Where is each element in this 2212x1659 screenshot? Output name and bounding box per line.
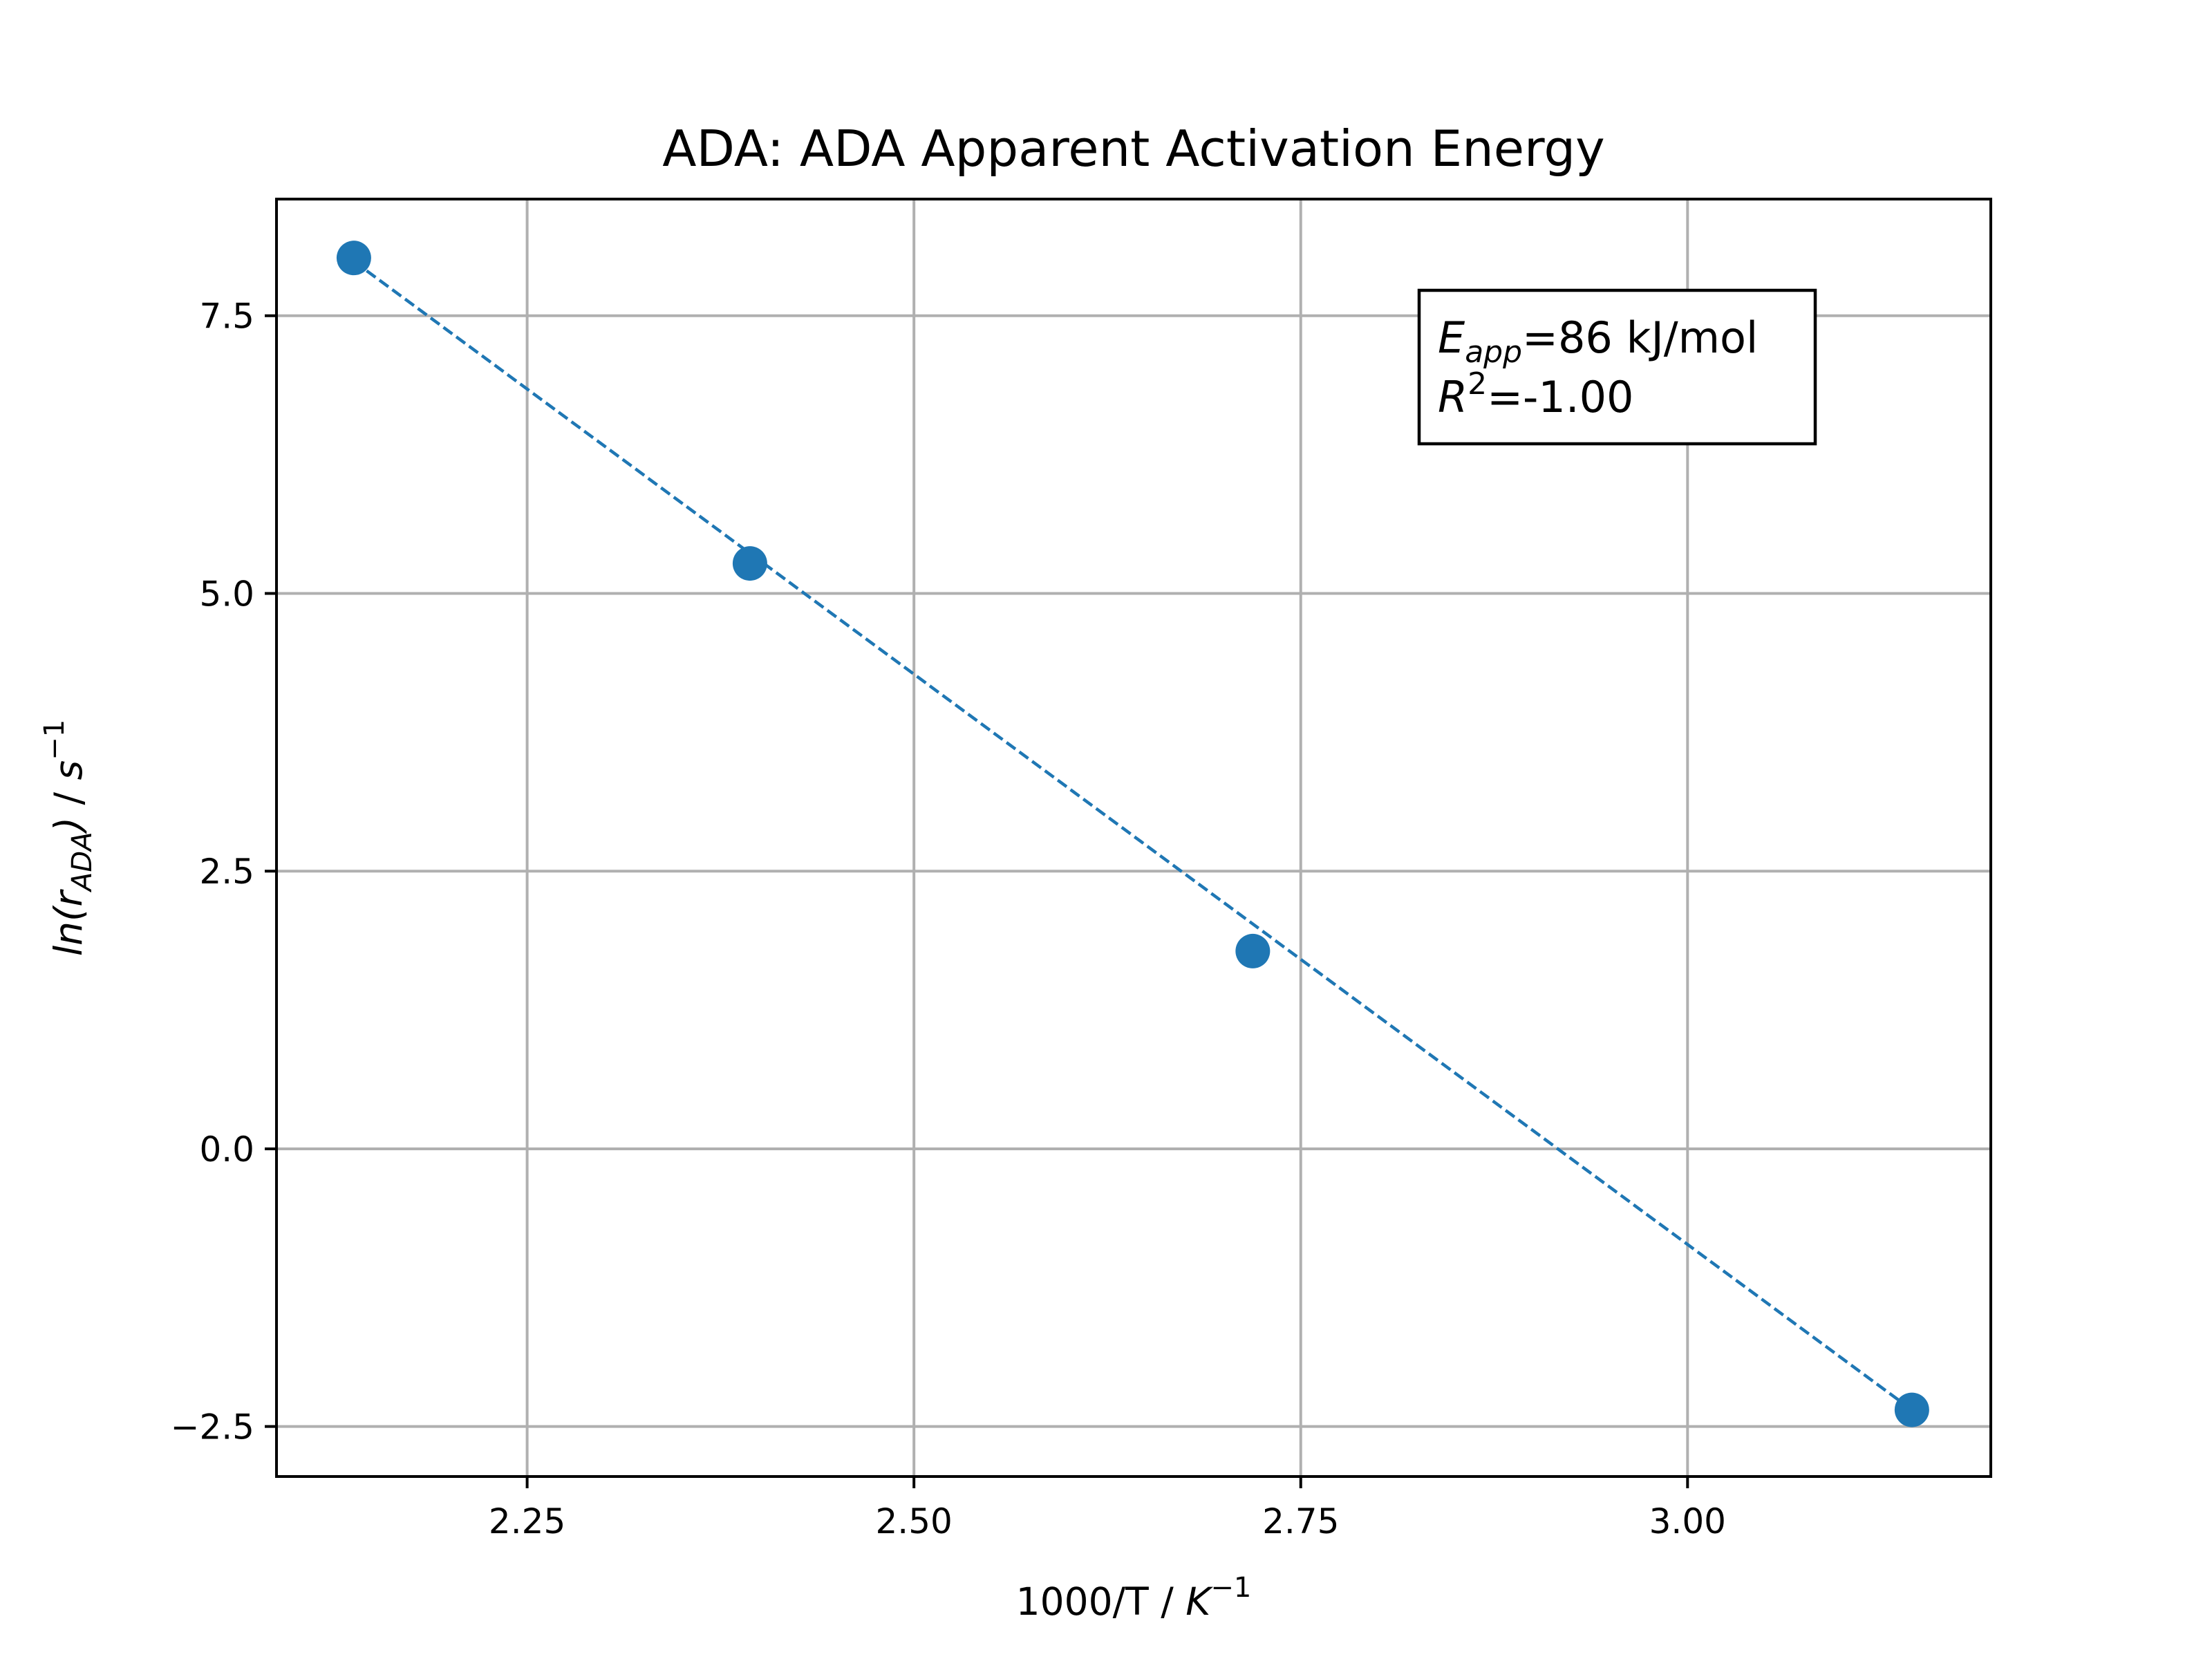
x-tick-label-0: 2.25 xyxy=(489,1501,565,1541)
data-points xyxy=(336,241,1929,1427)
y-axis-label-sub: ADA xyxy=(66,832,98,893)
y-tick-label-3: 5.0 xyxy=(199,574,254,614)
annotation-box xyxy=(1417,288,1817,446)
fit-line-layer xyxy=(353,260,1913,1412)
y-axis-label-unit: s xyxy=(46,760,91,780)
y-axis-label-mid: / xyxy=(46,780,91,817)
annotation-energy-sub: app xyxy=(1465,335,1522,370)
y-axis-ticks: −2.5 0.0 2.5 5.0 7.5 xyxy=(171,297,276,1447)
x-tick-label-1: 2.50 xyxy=(876,1501,953,1541)
y-tick-label-4: 7.5 xyxy=(199,297,254,337)
x-tick-label-3: 3.00 xyxy=(1649,1501,1726,1541)
data-point-1 xyxy=(732,546,767,581)
chart-title: ADA: ADA Apparent Activation Energy xyxy=(662,120,1604,178)
x-axis-ticks: 2.25 2.50 2.75 3.00 xyxy=(489,1477,1726,1541)
fit-line xyxy=(353,260,1913,1412)
y-axis-label: ln(rADA) / s−1 xyxy=(39,720,98,956)
x-tick-label-2: 2.75 xyxy=(1262,1501,1339,1541)
y-tick-label-0: −2.5 xyxy=(171,1407,254,1447)
y-axis-label-part1: ln( xyxy=(46,905,91,956)
x-axis-label: 1000/T / K−1 xyxy=(1016,1572,1252,1624)
annotation-r2-sup: 2 xyxy=(1468,366,1487,402)
data-point-3 xyxy=(1894,1392,1929,1427)
x-axis-label-prefix: 1000/T / xyxy=(1016,1580,1186,1624)
annotation-r2-value: =-1.00 xyxy=(1487,372,1633,422)
y-axis-label-part3: ) xyxy=(46,817,91,834)
x-axis-label-var: K xyxy=(1185,1580,1213,1624)
x-axis-label-sup: −1 xyxy=(1210,1572,1251,1604)
plot-frame xyxy=(275,198,1992,1478)
annotation-energy: Eapp=86 kJ/mol xyxy=(1438,312,1758,370)
y-axis-label-var: r xyxy=(46,889,91,907)
data-point-2 xyxy=(1235,933,1271,968)
y-axis-label-sup: −1 xyxy=(39,720,71,760)
data-point-0 xyxy=(336,241,371,276)
fit-annotation: Eapp=86 kJ/mol R2=-1.00 xyxy=(1417,288,1817,446)
annotation-r2: R2=-1.00 xyxy=(1438,366,1633,422)
annotation-r2-var: R xyxy=(1438,372,1468,422)
y-tick-label-2: 2.5 xyxy=(199,852,254,892)
y-tick-label-1: 0.0 xyxy=(199,1130,254,1170)
annotation-energy-value: =86 kJ/mol xyxy=(1522,312,1758,363)
annotation-energy-var: E xyxy=(1438,312,1465,363)
